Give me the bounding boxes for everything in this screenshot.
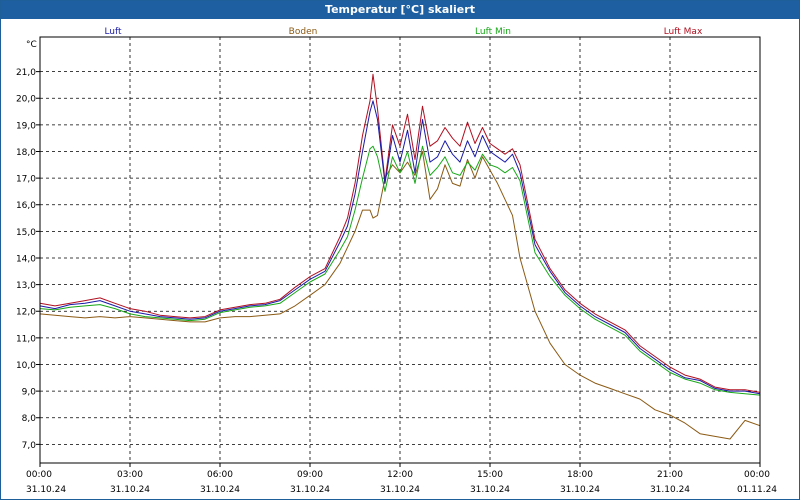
x-tick-time-label: 06:00 xyxy=(207,470,233,480)
y-tick-label: 16,0 xyxy=(16,201,36,211)
y-tick-label: 7,0 xyxy=(22,441,37,451)
legend-entry-luft: Luft xyxy=(104,27,122,37)
y-tick-label: 21,0 xyxy=(16,68,36,78)
legend-entry-boden: Boden xyxy=(289,27,318,37)
x-tick-date-label: 31.10.24 xyxy=(560,485,600,495)
y-tick-label: 11,0 xyxy=(16,334,36,344)
plot-frame xyxy=(39,36,761,464)
x-tick-time-label: 15:00 xyxy=(477,470,503,480)
series-line-luft-max xyxy=(39,73,761,393)
x-tick-date-label: 31.10.24 xyxy=(290,485,330,495)
x-tick-date-label: 31.10.24 xyxy=(470,485,510,495)
y-tick-label: 9,0 xyxy=(22,388,37,398)
legend: Luft Boden Luft Min Luft Max xyxy=(104,27,703,37)
y-tick-label: 10,0 xyxy=(16,361,36,371)
y-tick-label: 20,0 xyxy=(16,95,36,105)
grid xyxy=(40,37,760,463)
x-tick-date-label: 31.10.24 xyxy=(200,485,240,495)
x-tick-date-label: 31.10.24 xyxy=(650,485,690,495)
legend-entry-luft-max: Luft Max xyxy=(664,27,703,37)
y-axis-unit-label: °C xyxy=(26,40,37,50)
x-tick-time-label: 00:00 xyxy=(744,470,770,480)
x-tick-date-label: 01.11.24 xyxy=(737,485,777,495)
x-tick-time-label: 00:00 xyxy=(26,470,52,480)
x-tick-date-label: 31.10.24 xyxy=(110,485,150,495)
x-tick-time-label: 18:00 xyxy=(567,470,593,480)
x-tick-date-label: 31.10.24 xyxy=(380,485,420,495)
series-line-luft-min xyxy=(39,145,761,396)
x-tick-time-label: 12:00 xyxy=(387,470,413,480)
y-tick-label: 12,0 xyxy=(16,308,36,318)
series-group xyxy=(39,73,761,440)
y-tick-label: 15,0 xyxy=(16,228,36,238)
x-tick-time-label: 09:00 xyxy=(297,470,323,480)
x-tick-date-label: 31.10.24 xyxy=(26,485,66,495)
y-tick-label: 8,0 xyxy=(22,414,37,424)
x-tick-time-label: 03:00 xyxy=(117,470,143,480)
y-tick-label: 19,0 xyxy=(16,121,36,131)
y-tick-label: 17,0 xyxy=(16,175,36,185)
x-tick-time-label: 21:00 xyxy=(657,470,683,480)
chart-title: Temperatur [°C] skaliert xyxy=(1,1,799,19)
y-tick-label: 13,0 xyxy=(16,281,36,291)
y-tick-label: 18,0 xyxy=(16,148,36,158)
series-line-luft xyxy=(39,100,761,395)
axes: 7,0 8,0 9,0 10,0 11,0 12,0 13,0 14,0 15,0 16,0 17,… xyxy=(16,36,777,495)
y-tick-label: 14,0 xyxy=(16,254,36,264)
legend-entry-luft-min: Luft Min xyxy=(475,27,511,37)
